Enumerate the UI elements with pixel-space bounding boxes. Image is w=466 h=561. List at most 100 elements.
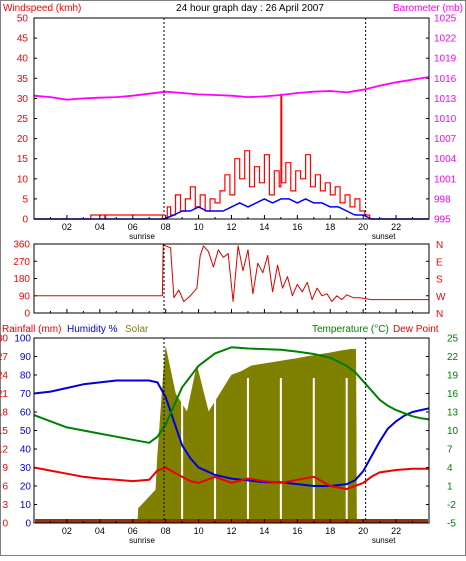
rainfall-axis-tick-label: 27 bbox=[0, 352, 8, 363]
windspeed-hour-label: 12 bbox=[226, 222, 236, 232]
direction-axis-tick-label: 90 bbox=[19, 291, 31, 302]
windspeed-hour-label: 18 bbox=[325, 222, 335, 232]
temperature-sunrise-label: sunrise bbox=[129, 536, 155, 545]
temperature-sunset-label: sunset bbox=[372, 536, 396, 545]
rainfall-axis-tick-label: 6 bbox=[2, 482, 8, 493]
windspeed-hour-label: 16 bbox=[292, 222, 302, 232]
temperature-hour-label: 08 bbox=[161, 526, 171, 536]
average-windspeed-series bbox=[34, 198, 429, 220]
rainfall-axis-tick-label: 18 bbox=[0, 408, 8, 419]
temperature-axis-tick-label: -2 bbox=[447, 500, 456, 511]
wind-direction-series bbox=[34, 244, 429, 302]
temperature-axis-tick-label: 1 bbox=[447, 482, 453, 493]
windspeed-axis-tick-label: 35 bbox=[17, 74, 29, 85]
rainfall-axis-tick-label: 30 bbox=[0, 334, 8, 345]
temperature-hour-label: 18 bbox=[325, 526, 335, 536]
windspeed-hour-label: 10 bbox=[194, 222, 204, 232]
chart-title: 24 hour graph day : 26 April 2007 bbox=[176, 3, 324, 14]
windspeed-axis-tick-label: 15 bbox=[17, 154, 29, 165]
rainfall-axis-tick-label: 9 bbox=[2, 463, 8, 474]
temperature-hour-label: 10 bbox=[194, 526, 204, 536]
windspeed-axis-tick-label: 0 bbox=[22, 215, 28, 226]
barometer-axis-tick-label: 1019 bbox=[434, 54, 457, 65]
solar-label: Solar bbox=[125, 324, 149, 335]
barometer-axis-label: Barometer (mb) bbox=[393, 3, 463, 14]
rainfall-axis-label: Rainfall (mm) bbox=[2, 324, 61, 335]
temperature-axis-tick-label: 13 bbox=[447, 408, 459, 419]
compass-label: N bbox=[436, 240, 443, 251]
windspeed-sunrise-label: sunrise bbox=[129, 232, 155, 241]
windspeed-hour-label: 14 bbox=[259, 222, 269, 232]
compass-label: S bbox=[436, 275, 443, 286]
barometer-axis-tick-label: 1022 bbox=[434, 34, 457, 45]
windspeed-axis-tick-label: 10 bbox=[17, 174, 29, 185]
temperature-axis-tick-label: 4 bbox=[447, 463, 453, 474]
dewpoint-label: Dew Point bbox=[393, 324, 439, 335]
barometer-axis-tick-label: 1025 bbox=[434, 14, 457, 25]
humidity-axis-tick-label: 30 bbox=[20, 463, 32, 474]
windspeed-axis-tick-label: 25 bbox=[17, 114, 29, 125]
temperature-axis-tick-label: 7 bbox=[447, 445, 453, 456]
windspeed-axis-tick-label: 40 bbox=[17, 54, 29, 65]
windspeed-hour-label: 08 bbox=[161, 222, 171, 232]
temperature-axis-tick-label: -5 bbox=[447, 519, 456, 530]
temperature-hour-label: 12 bbox=[226, 526, 236, 536]
barometer-axis-tick-label: 1013 bbox=[434, 94, 457, 105]
windspeed-sunset-label: sunset bbox=[372, 232, 396, 241]
barometer-axis-tick-label: 1004 bbox=[434, 154, 457, 165]
temperature-axis-tick-label: 19 bbox=[447, 371, 459, 382]
barometer-axis-tick-label: 1001 bbox=[434, 174, 457, 185]
rainfall-axis-tick-label: 21 bbox=[0, 389, 8, 400]
barometer-series bbox=[33, 76, 430, 101]
compass-label: W bbox=[436, 292, 446, 303]
compass-label: E bbox=[436, 257, 443, 268]
humidity-axis-tick-label: 90 bbox=[20, 352, 32, 363]
rainfall-axis-tick-label: 24 bbox=[0, 371, 8, 382]
temperature-axis-label: Temperature (°C) bbox=[312, 324, 389, 335]
humidity-axis-label: Humidity % bbox=[67, 324, 118, 335]
windspeed-hour-label: 06 bbox=[128, 222, 138, 232]
temperature-axis-tick-label: 10 bbox=[447, 426, 459, 437]
barometer-axis-tick-label: 995 bbox=[434, 215, 451, 226]
humidity-axis-tick-label: 60 bbox=[20, 408, 32, 419]
temperature-hour-label: 16 bbox=[292, 526, 302, 536]
temperature-hour-label: 22 bbox=[391, 526, 401, 536]
temperature-axis-tick-label: 22 bbox=[447, 352, 459, 363]
temperature-hour-label: 06 bbox=[128, 526, 138, 536]
temperature-axis-tick-label: 16 bbox=[447, 389, 459, 400]
barometer-axis-tick-label: 1016 bbox=[434, 74, 457, 85]
humidity-axis-tick-label: 10 bbox=[20, 500, 32, 511]
windspeed-hour-label: 22 bbox=[391, 222, 401, 232]
compass-label: N bbox=[436, 309, 443, 320]
barometer-axis-tick-label: 998 bbox=[434, 194, 451, 205]
direction-axis-tick-label: 360 bbox=[13, 240, 30, 251]
barometer-axis-tick-label: 1010 bbox=[434, 114, 457, 125]
temperature-hour-label: 14 bbox=[259, 526, 269, 536]
windspeed-hour-label: 02 bbox=[62, 222, 72, 232]
humidity-axis-tick-label: 0 bbox=[25, 519, 31, 530]
windspeed-axis-tick-label: 5 bbox=[22, 194, 28, 205]
direction-axis-tick-label: 0 bbox=[24, 309, 30, 320]
temperature-hour-label: 02 bbox=[62, 526, 72, 536]
humidity-axis-tick-label: 20 bbox=[20, 482, 32, 493]
humidity-axis-tick-label: 50 bbox=[20, 426, 32, 437]
rainfall-axis-tick-label: 3 bbox=[2, 500, 8, 511]
windspeed-axis-tick-label: 30 bbox=[17, 94, 29, 105]
windspeed-axis-tick-label: 20 bbox=[17, 134, 29, 145]
temperature-series bbox=[33, 346, 430, 444]
windspeed-hour-label: 20 bbox=[358, 222, 368, 232]
rainfall-axis-tick-label: 15 bbox=[0, 426, 8, 437]
humidity-axis-tick-label: 80 bbox=[20, 371, 32, 382]
rainfall-axis-tick-label: 0 bbox=[2, 519, 8, 530]
windspeed-axis-tick-label: 45 bbox=[17, 34, 29, 45]
direction-axis-tick-label: 180 bbox=[13, 274, 30, 285]
temperature-axis-tick-label: 25 bbox=[447, 334, 459, 345]
temperature-hour-label: 20 bbox=[358, 526, 368, 536]
windspeed-hour-label: 04 bbox=[95, 222, 105, 232]
temperature-hour-label: 04 bbox=[95, 526, 105, 536]
humidity-axis-tick-label: 100 bbox=[14, 334, 31, 345]
humidity-axis-tick-label: 40 bbox=[20, 445, 32, 456]
dewpoint-series bbox=[33, 466, 429, 491]
